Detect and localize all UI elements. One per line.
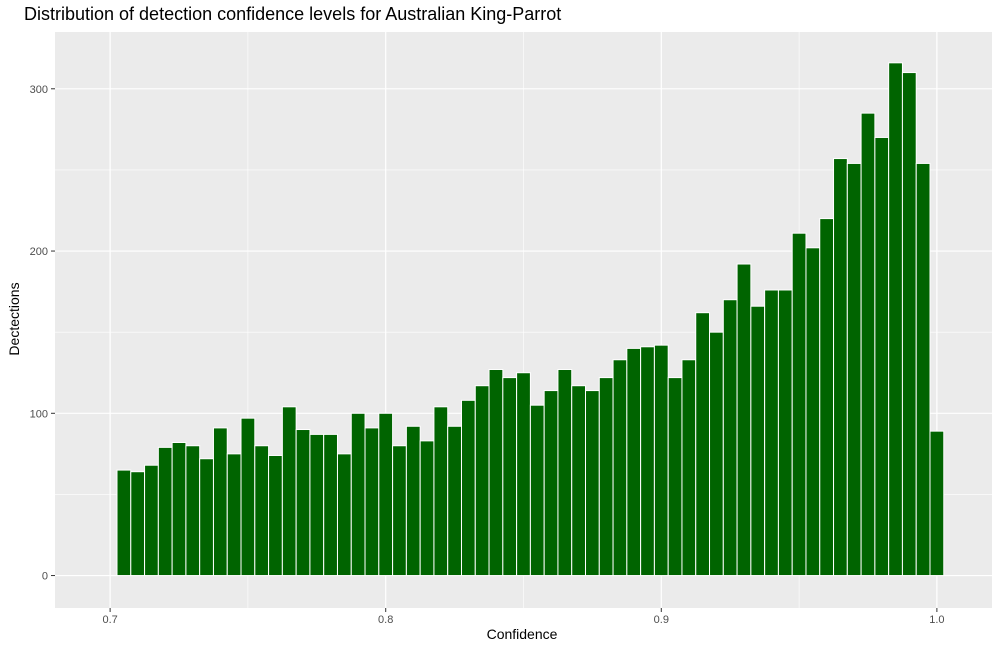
histogram-bar [874,136,890,577]
chart-title: Distribution of detection confidence lev… [24,4,562,24]
histogram-bar [915,162,931,577]
histogram-bar [626,347,642,577]
histogram-bar [295,429,311,577]
bars [116,62,945,577]
histogram-bar [185,445,201,577]
histogram-bar [378,412,394,577]
histogram-bar [805,247,821,577]
histogram-bar [199,458,214,577]
histogram-bar [405,425,421,577]
histogram-bar [212,427,228,577]
y-axis-ticks: 0 100 200 300 [30,84,55,583]
histogram-bar [667,377,683,577]
histogram-bar [529,404,545,577]
histogram-bar [433,406,449,577]
histogram-bar [144,464,159,577]
y-tick-label: 0 [42,571,48,583]
histogram-bar [846,162,862,577]
histogram-bar [888,62,903,577]
histogram-bar [323,433,338,577]
histogram-bar [833,158,848,577]
x-tick-label: 0.9 [654,614,669,626]
histogram-bar [171,442,187,577]
histogram-bar [709,331,724,577]
histogram-bar [929,430,945,577]
histogram-bar [640,346,655,577]
histogram-bar [860,112,876,577]
histogram-bar [474,385,490,577]
histogram-bar [392,445,407,577]
histogram-bar [750,305,766,577]
histogram-bar [571,385,587,577]
y-tick-label: 300 [30,84,48,96]
histogram-bar [736,263,752,577]
histogram-bar [543,390,559,577]
histogram-bar [240,417,256,577]
histogram-bar [764,289,779,577]
histogram-bar [309,433,325,577]
x-axis-ticks: 0.7 0.8 0.9 1.0 [102,608,945,626]
histogram-bar [612,359,628,577]
histogram-bar [557,368,573,577]
histogram-bar [226,453,242,577]
y-tick-label: 200 [30,246,48,258]
x-tick-label: 0.7 [102,614,117,626]
histogram-bar [901,72,917,577]
histogram-bar [281,406,297,577]
histogram-bar [157,446,173,577]
x-tick-label: 1.0 [929,614,944,626]
histogram-bar [681,359,697,577]
histogram-bar [488,368,504,577]
x-axis-label: Confidence [486,626,558,642]
histogram-bar [502,377,518,577]
histogram-bar [777,289,793,577]
histogram-bar [419,440,435,577]
histogram-bar [695,312,711,577]
histogram-bar [130,471,146,577]
histogram-bar [336,453,352,577]
histogram-bar [350,412,366,577]
histogram-bar [722,299,738,577]
histogram-bar [516,372,531,577]
histogram-bar [460,399,476,577]
x-tick-label: 0.8 [378,614,393,626]
histogram-bar [585,390,600,577]
histogram-bar [819,218,835,577]
histogram-bar [653,344,669,577]
histogram-bar [268,454,283,577]
y-tick-label: 100 [30,408,48,420]
histogram-bar [364,427,380,577]
histogram-bar [116,469,132,577]
histogram-bar [447,425,462,577]
histogram-bar [791,232,807,577]
histogram-bar [598,377,614,577]
histogram-bar [254,445,270,577]
